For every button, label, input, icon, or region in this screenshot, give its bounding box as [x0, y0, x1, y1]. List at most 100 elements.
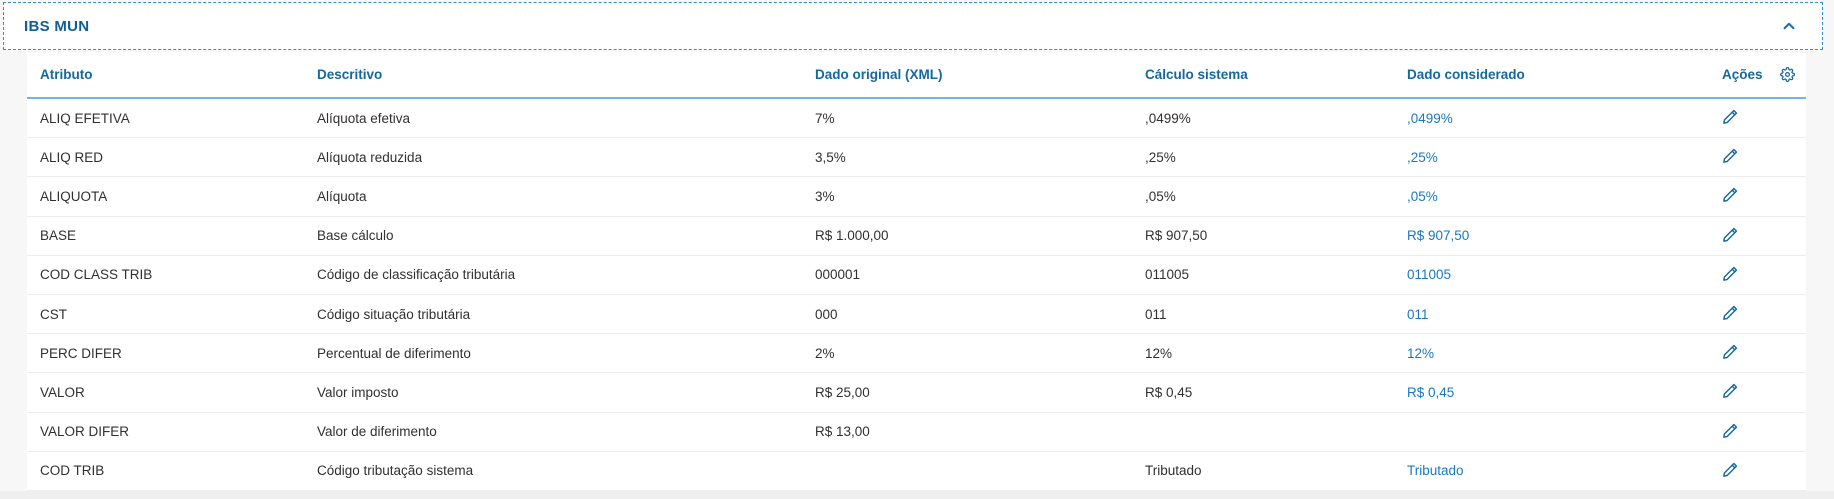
- dado-considerado-link[interactable]: 12%: [1407, 345, 1435, 361]
- cell-dado-original: [815, 451, 1145, 491]
- edit-button[interactable]: [1722, 382, 1739, 399]
- cell-atributo: VALOR: [27, 372, 317, 413]
- cell-dado-original: 3,5%: [815, 137, 1145, 178]
- cell-dado-original: 000: [815, 294, 1145, 335]
- edit-button[interactable]: [1722, 422, 1739, 439]
- cell-calculo-sistema: 011: [1145, 294, 1407, 335]
- cell-atributo: PERC DIFER: [27, 333, 317, 374]
- panel-header-ibs-mun[interactable]: IBS MUN: [3, 2, 1823, 50]
- cell-dado-considerado: ,0499%: [1407, 98, 1709, 139]
- col-header-calculo-sistema: Cálculo sistema: [1145, 52, 1407, 99]
- cell-dado-original: R$ 1.000,00: [815, 216, 1145, 256]
- cell-atributo: ALIQ RED: [27, 137, 317, 178]
- table-row: ALIQ EFETIVA Alíquota efetiva 7% ,0499% …: [27, 98, 1806, 139]
- pencil-icon: [1723, 149, 1738, 164]
- dado-considerado-link[interactable]: ,05%: [1407, 188, 1438, 204]
- cell-dado-considerado: 12%: [1407, 333, 1709, 374]
- cell-descritivo: Alíquota: [317, 176, 815, 217]
- dado-considerado-link[interactable]: R$ 907,50: [1407, 228, 1470, 244]
- cell-dado-considerado: 011: [1407, 294, 1709, 335]
- cell-acoes: [1709, 255, 1806, 295]
- cell-calculo-sistema: 12%: [1145, 333, 1407, 374]
- pencil-icon: [1723, 423, 1738, 438]
- cell-descritivo: Código de classificação tributária: [317, 255, 815, 295]
- cell-atributo: ALIQ EFETIVA: [27, 98, 317, 139]
- cell-atributo: ALIQUOTA: [27, 176, 317, 217]
- col-header-atributo: Atributo: [27, 52, 317, 99]
- pencil-icon: [1723, 345, 1738, 360]
- cell-dado-original: R$ 25,00: [815, 372, 1145, 413]
- cell-descritivo: Código tributação sistema: [317, 451, 815, 491]
- cell-descritivo: Base cálculo: [317, 216, 815, 256]
- cell-atributo: CST: [27, 294, 317, 335]
- cell-dado-considerado: Tributado: [1407, 451, 1709, 491]
- edit-button[interactable]: [1722, 304, 1739, 321]
- cell-calculo-sistema: [1145, 412, 1407, 452]
- pencil-icon: [1723, 384, 1738, 399]
- cell-descritivo: Percentual de diferimento: [317, 333, 815, 374]
- table-row: COD TRIB Código tributação sistema Tribu…: [27, 451, 1806, 491]
- pencil-icon: [1723, 109, 1738, 124]
- cell-descritivo: Valor imposto: [317, 372, 815, 413]
- column-settings-button[interactable]: [1779, 67, 1795, 82]
- dado-considerado-link[interactable]: ,25%: [1407, 149, 1438, 165]
- cell-descritivo: Alíquota efetiva: [317, 98, 815, 139]
- edit-button[interactable]: [1722, 461, 1739, 478]
- table-row: VALOR Valor imposto R$ 25,00 R$ 0,45 R$ …: [27, 372, 1806, 413]
- cell-acoes: [1709, 451, 1806, 491]
- cell-descritivo: Valor de diferimento: [317, 412, 815, 452]
- cell-dado-considerado: R$ 0,45: [1407, 372, 1709, 413]
- cell-atributo: COD CLASS TRIB: [27, 255, 317, 295]
- attributes-table: Atributo Descritivo Dado original (XML) …: [27, 52, 1806, 491]
- table-row: ALIQUOTA Alíquota 3% ,05% ,05%: [27, 176, 1806, 217]
- table-row: ALIQ RED Alíquota reduzida 3,5% ,25% ,25…: [27, 137, 1806, 178]
- table-row: BASE Base cálculo R$ 1.000,00 R$ 907,50 …: [27, 216, 1806, 256]
- edit-button[interactable]: [1722, 343, 1739, 360]
- col-header-dado-original: Dado original (XML): [815, 52, 1145, 99]
- cell-calculo-sistema: Tributado: [1145, 451, 1407, 491]
- cell-acoes: [1709, 333, 1806, 374]
- cell-descritivo: Alíquota reduzida: [317, 137, 815, 178]
- cell-dado-considerado: 011005: [1407, 255, 1709, 295]
- dado-considerado-link[interactable]: 011005: [1407, 267, 1452, 283]
- edit-button[interactable]: [1722, 108, 1739, 125]
- edit-button[interactable]: [1722, 147, 1739, 164]
- col-header-descritivo: Descritivo: [317, 52, 815, 99]
- edit-button[interactable]: [1722, 265, 1739, 282]
- cell-dado-original: 2%: [815, 333, 1145, 374]
- col-header-acoes-label: Ações: [1722, 67, 1763, 82]
- col-header-acoes: Ações: [1709, 52, 1806, 99]
- cell-calculo-sistema: R$ 907,50: [1145, 216, 1407, 256]
- cell-dado-original: 3%: [815, 176, 1145, 217]
- pencil-icon: [1723, 305, 1738, 320]
- cell-acoes: [1709, 294, 1806, 335]
- dado-considerado-link[interactable]: ,0499%: [1407, 110, 1453, 126]
- cell-atributo: VALOR DIFER: [27, 412, 317, 452]
- cell-dado-original: 000001: [815, 255, 1145, 295]
- dado-considerado-link[interactable]: 011: [1407, 306, 1429, 322]
- dado-considerado-link[interactable]: R$ 0,45: [1407, 384, 1455, 400]
- edit-button[interactable]: [1722, 186, 1739, 203]
- gear-icon: [1779, 67, 1795, 82]
- chevron-up-icon: [1783, 22, 1795, 30]
- table-row: PERC DIFER Percentual de diferimento 2% …: [27, 333, 1806, 374]
- cell-dado-considerado: [1407, 412, 1709, 452]
- cell-atributo: BASE: [27, 216, 317, 256]
- pencil-icon: [1723, 266, 1738, 281]
- panel-title: IBS MUN: [24, 17, 90, 35]
- dado-considerado-link[interactable]: Tributado: [1407, 463, 1464, 479]
- attributes-table-card: Atributo Descritivo Dado original (XML) …: [27, 52, 1806, 491]
- cell-dado-original: 7%: [815, 98, 1145, 139]
- pencil-icon: [1723, 227, 1738, 242]
- collapse-button[interactable]: [1778, 15, 1800, 37]
- col-header-dado-considerado: Dado considerado: [1407, 52, 1709, 99]
- table-body: ALIQ EFETIVA Alíquota efetiva 7% ,0499% …: [27, 98, 1806, 491]
- table-row: VALOR DIFER Valor de diferimento R$ 13,0…: [27, 412, 1806, 452]
- cell-acoes: [1709, 176, 1806, 217]
- table-row: COD CLASS TRIB Código de classificação t…: [27, 255, 1806, 295]
- cell-acoes: [1709, 412, 1806, 452]
- edit-button[interactable]: [1722, 226, 1739, 243]
- cell-calculo-sistema: ,25%: [1145, 137, 1407, 178]
- table-header-row: Atributo Descritivo Dado original (XML) …: [27, 52, 1806, 99]
